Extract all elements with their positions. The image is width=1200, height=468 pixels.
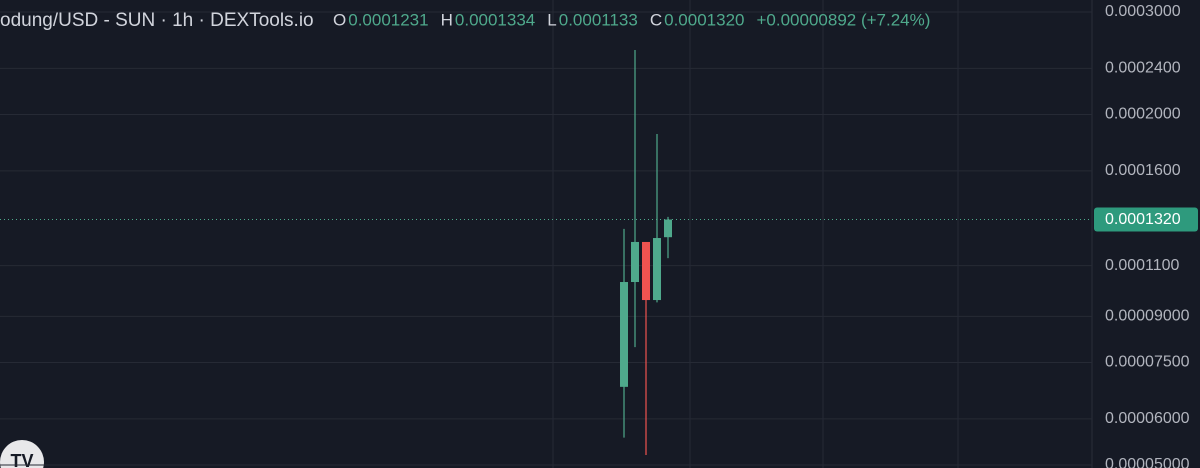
y-tick-label: 0.00006000 [1105, 410, 1190, 427]
last-price-box [1094, 207, 1198, 232]
legend-change: +0.00000892 (+7.24%) [757, 10, 931, 29]
legend-value: 0.0001231 [348, 10, 428, 29]
chart-title: odung/USD - SUN · 1h · DEXTools.io [0, 10, 314, 31]
y-tick-label: 0.0002000 [1105, 106, 1181, 123]
candle-body [642, 241, 650, 301]
candle-body [664, 219, 672, 238]
legend-key: L [547, 10, 556, 29]
candle-body [620, 282, 628, 387]
y-tick-label: 0.0001100 [1105, 257, 1180, 274]
last-price-label: 0.0001320 [1105, 211, 1181, 228]
logo-glyph: TV [10, 451, 33, 468]
y-tick-label: 0.00007500 [1105, 354, 1190, 371]
legend-value: 0.0001133 [559, 10, 638, 29]
y-tick-label: 0.0001600 [1105, 162, 1181, 179]
legend-value: 0.0001320 [664, 10, 744, 29]
logo-badge [0, 440, 44, 468]
grid [552, 0, 959, 468]
candle-body [631, 241, 639, 283]
y-tick-label: 0.0003000 [1105, 3, 1181, 20]
tv-logo: TV [0, 440, 44, 468]
ohlc-legend: O 0.0001231 H 0.0001334 L 0.0001133 C 0.0001320… [333, 10, 930, 29]
legend-key: H [441, 10, 453, 29]
y-tick-label: 0.0002400 [1105, 60, 1181, 77]
legend-key: C [650, 10, 662, 29]
y-tick-label: 0.00009000 [1105, 308, 1190, 325]
legend-value: 0.0001334 [455, 10, 535, 29]
candle-body [653, 238, 661, 301]
y-tick-label: 0.00005000 [1105, 456, 1190, 468]
legend-key: O [333, 10, 346, 29]
